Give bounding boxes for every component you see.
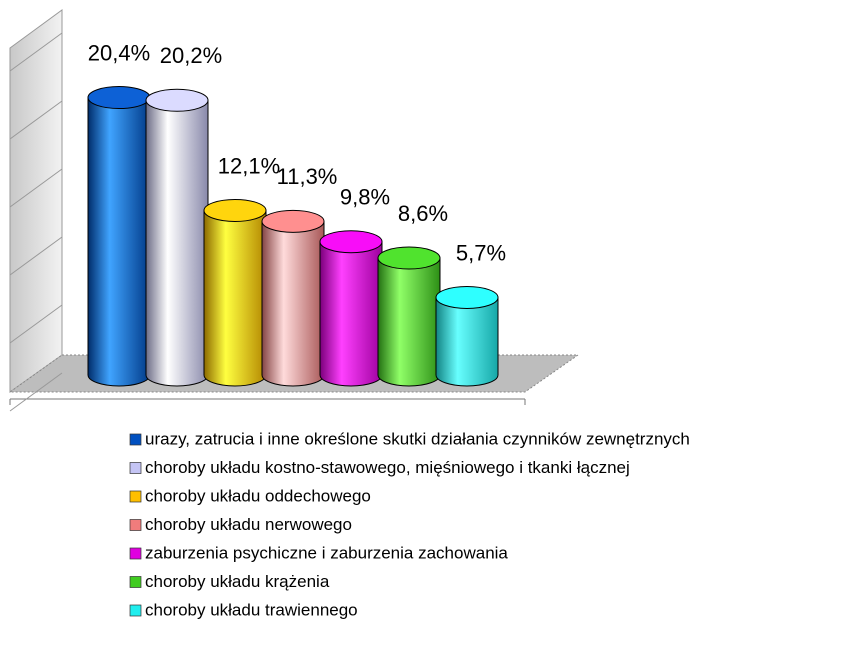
value-label: 9,8% — [340, 185, 390, 210]
legend-label: zaburzenia psychiczne i zaburzenia zacho… — [145, 543, 508, 562]
wall-tick — [9, 372, 63, 412]
legend-label: choroby układu trawiennego — [145, 600, 358, 619]
legend-label: urazy, zatrucia i inne określone skutki … — [145, 429, 690, 448]
legend-swatch — [129, 604, 142, 617]
bar-top — [145, 88, 209, 112]
legend-label: choroby układu oddechowego — [145, 486, 371, 505]
value-label: 12,1% — [218, 153, 280, 178]
legend-label: choroby układu nerwowego — [145, 515, 352, 534]
wall-tick — [9, 32, 63, 72]
bar — [261, 220, 325, 387]
legend-swatch — [129, 519, 142, 531]
bar-top — [319, 230, 383, 254]
bar-top — [87, 86, 151, 110]
value-label: 20,2% — [160, 43, 222, 68]
wall-tick — [9, 168, 63, 208]
value-label: 5,7% — [456, 240, 506, 265]
value-label: 8,6% — [398, 201, 448, 226]
legend-swatch — [129, 576, 142, 588]
bar-top — [377, 246, 441, 270]
legend-swatch — [129, 433, 142, 446]
wall-tick — [9, 236, 63, 276]
legend-label: choroby układu kostno-stawowego, mięśnio… — [145, 458, 630, 477]
legend-swatch — [129, 547, 142, 560]
bar — [377, 257, 441, 387]
bar — [87, 97, 151, 387]
bar — [319, 241, 383, 387]
wall-tick — [9, 304, 63, 344]
bar — [203, 209, 267, 387]
value-label: 11,3% — [277, 164, 338, 189]
bar-top — [261, 209, 325, 233]
wall-tick — [9, 100, 63, 140]
legend-swatch — [129, 490, 142, 503]
bar-top — [203, 198, 267, 222]
legend-label: choroby układu krążenia — [145, 572, 330, 591]
bar — [145, 99, 209, 387]
value-label: 20,4% — [88, 40, 150, 65]
bar-top — [435, 285, 499, 309]
bar — [435, 296, 499, 387]
legend-swatch — [129, 462, 142, 474]
